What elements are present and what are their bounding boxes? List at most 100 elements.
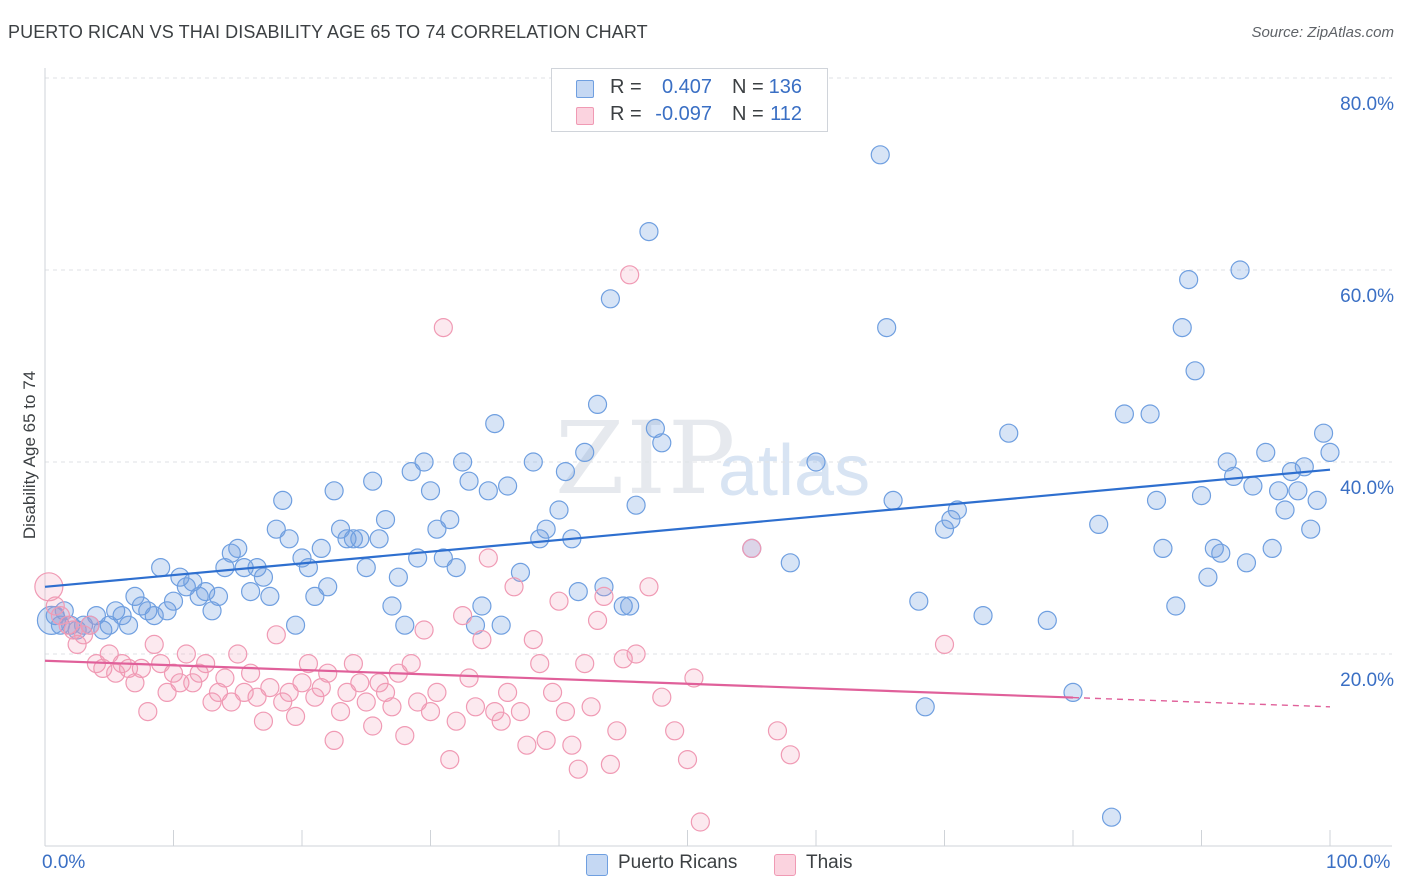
puerto-rican-point (144, 605, 164, 626)
thai-point (350, 673, 370, 693)
thai-point (427, 682, 447, 703)
thai-point (50, 605, 71, 626)
puerto-rican-point (125, 586, 145, 607)
thai-point (620, 265, 640, 285)
puerto-rican-point (1153, 538, 1173, 559)
puerto-rican-point (202, 601, 222, 621)
puerto-rican-point (555, 462, 576, 482)
legend-n-value: 112 (770, 103, 802, 125)
bottom-legend-label: Thais (806, 852, 853, 873)
puerto-rican-point (523, 452, 543, 472)
thai-point (285, 706, 306, 727)
thai-point (742, 538, 762, 559)
puerto-rican-point (260, 586, 280, 607)
thai-point (491, 711, 511, 731)
thai-point (485, 701, 505, 722)
puerto-rican-point (279, 529, 299, 549)
thai-point (305, 687, 325, 707)
puerto-rican-point (620, 596, 640, 616)
puerto-rican-point (1320, 442, 1340, 462)
legend-n-label: N = (732, 103, 764, 125)
chart-source: Source: ZipAtlas.com (1251, 24, 1394, 41)
puerto-rican-point (318, 577, 338, 597)
thai-point (318, 663, 338, 683)
thai-point (189, 663, 209, 683)
puerto-rican-point (356, 557, 376, 578)
x-tick-label-end: 100.0% (1326, 852, 1391, 873)
thai-point (163, 663, 184, 683)
puerto-rican-point (253, 567, 274, 587)
puerto-rican-point (485, 414, 505, 434)
puerto-rican-point (1101, 807, 1122, 827)
puerto-rican-point (382, 596, 402, 616)
puerto-rican-point (915, 697, 935, 717)
puerto-rican-point (1037, 610, 1057, 631)
bottom-legend-label: Puerto Ricans (618, 852, 738, 873)
puerto-rican-point (568, 581, 588, 602)
thai-point (684, 668, 704, 688)
puerto-rican-point (414, 452, 434, 472)
thai-point (247, 687, 267, 707)
thai-point (144, 634, 164, 655)
thai-point (465, 697, 486, 717)
thai-point (446, 711, 466, 731)
puerto-rican-point (1243, 476, 1263, 496)
thai-point (510, 701, 531, 722)
puerto-rican-point (536, 519, 556, 539)
legend-r-label: R = (610, 103, 642, 125)
thai-point (395, 725, 415, 746)
thai-point (234, 682, 254, 703)
puerto-rican-point (1230, 260, 1250, 280)
watermark-atlas: atlas (718, 431, 871, 511)
thai-point (433, 318, 453, 338)
y-tick-label: 40.0% (1340, 478, 1394, 499)
thai-point (131, 658, 151, 679)
thai-point (311, 677, 331, 698)
thai-point (67, 634, 87, 655)
trend-line-dashed (1072, 696, 1331, 708)
puerto-rican-point (934, 519, 955, 539)
thai-point (292, 673, 312, 693)
thai-point (517, 735, 537, 755)
thai-point (73, 625, 94, 645)
puerto-rican-point (1313, 423, 1334, 443)
puerto-rican-point (877, 318, 897, 338)
thai-point (780, 745, 800, 765)
thai-point (440, 749, 460, 770)
thai-point (80, 615, 100, 635)
puerto-rican-point (1256, 442, 1276, 462)
legend-swatch-blue (576, 80, 594, 98)
thai-point (555, 701, 576, 722)
puerto-rican-point (1166, 596, 1186, 616)
puerto-rican-point (395, 615, 415, 635)
correlation-legend: R = 0.407 N = 136 R = -0.097 N = 112 (551, 68, 828, 132)
puerto-rican-point (36, 605, 67, 636)
thai-point (420, 701, 441, 722)
puerto-rican-point (491, 615, 511, 635)
thai-point (600, 754, 621, 775)
legend-r-value: -0.097 (655, 103, 712, 125)
puerto-rican-point (465, 615, 486, 635)
x-tick-label-start: 0.0% (42, 852, 86, 873)
bottom-legend-swatch-pink (774, 854, 796, 876)
thai-point (401, 653, 421, 674)
thai-point (273, 692, 293, 712)
thai-point (613, 649, 633, 669)
puerto-rican-point (1262, 538, 1282, 559)
puerto-rican-point (1301, 519, 1321, 539)
y-tick-label: 20.0% (1340, 670, 1394, 691)
legend-swatch-pink (576, 107, 594, 125)
thai-point (138, 701, 158, 722)
thai-point (665, 721, 685, 741)
thai-point (575, 653, 595, 674)
puerto-rican-point (1114, 404, 1135, 424)
thai-point (228, 644, 248, 664)
bottom-legend-swatch-blue (586, 854, 608, 876)
thai-point (414, 620, 434, 640)
puerto-rican-point (196, 581, 216, 602)
y-axis-label: Disability Age 65 to 74 (20, 370, 39, 540)
thai-point (157, 682, 177, 703)
thai-point (594, 586, 614, 607)
thai-point (542, 682, 563, 703)
